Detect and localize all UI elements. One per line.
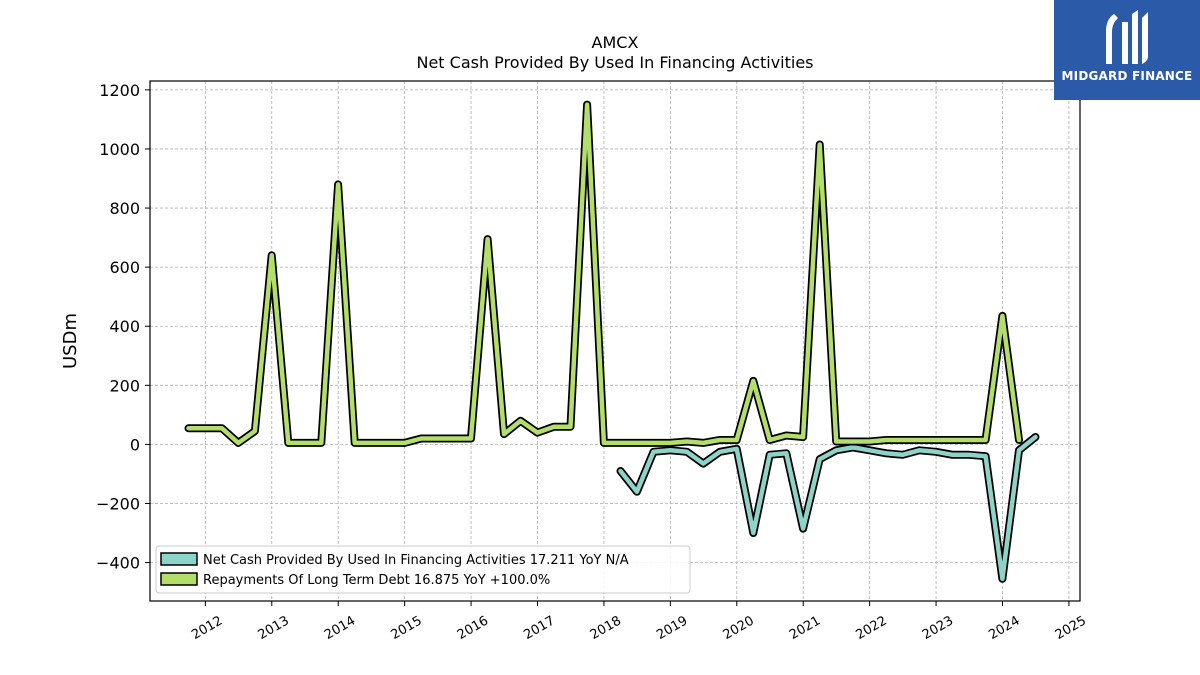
x-tick-label: 2012	[189, 613, 225, 643]
legend: Net Cash Provided By Used In Financing A…	[155, 545, 691, 594]
x-tick-label: 2020	[721, 613, 757, 643]
x-tick-label: 2024	[986, 613, 1022, 643]
x-tick-label: 2016	[455, 613, 491, 643]
chart-subtitle: Net Cash Provided By Used In Financing A…	[416, 53, 813, 72]
legend-label: Net Cash Provided By Used In Financing A…	[203, 553, 629, 568]
x-tick-label: 2023	[920, 613, 956, 643]
series-line	[618, 434, 1038, 582]
x-tick-label: 2017	[521, 613, 557, 643]
x-tick-label: 2013	[256, 613, 292, 643]
series-lines	[184, 100, 1040, 583]
chart-title: AMCX	[592, 33, 639, 52]
y-tick-label: 1200	[99, 81, 140, 100]
legend-swatch	[160, 552, 198, 566]
y-tick-label: 1000	[99, 140, 140, 159]
midgard-finance-logo: MIDGARD FINANCE	[1054, 0, 1200, 100]
x-tick-label: 2022	[853, 613, 889, 643]
x-axis: 2012 2013 2014 2015 2016 2017 2018 2019 2020 2021…	[189, 601, 1089, 643]
y-tick-label: 800	[109, 199, 140, 218]
y-tick-label: 0	[130, 435, 140, 454]
legend-label: Repayments Of Long Term Debt 16.875 YoY …	[203, 573, 550, 588]
legend-swatch	[160, 572, 198, 586]
x-tick-label: 2018	[588, 613, 624, 643]
y-tick-label: 600	[109, 258, 140, 277]
y-tick-label: −400	[96, 554, 140, 573]
logo-text: MIDGARD FINANCE	[1061, 69, 1193, 83]
legend-box	[155, 545, 691, 594]
x-tick-label: 2019	[654, 613, 690, 643]
y-tick-label: 400	[109, 317, 140, 336]
x-tick-label: 2014	[322, 613, 358, 643]
midgard-logo-icon	[1106, 10, 1148, 64]
grid-lines	[150, 81, 1080, 601]
x-tick-label: 2015	[388, 613, 424, 643]
y-axis: −400 −200 0 200 400 600 800 1000 1200	[96, 81, 150, 573]
plot-frame	[149, 80, 1081, 602]
y-axis-label: USDm	[60, 313, 81, 369]
series-line	[186, 102, 1022, 446]
x-tick-label: 2025	[1053, 613, 1089, 643]
x-tick-label: 2021	[787, 613, 823, 643]
y-tick-label: −200	[96, 495, 140, 514]
y-tick-label: 200	[109, 376, 140, 395]
